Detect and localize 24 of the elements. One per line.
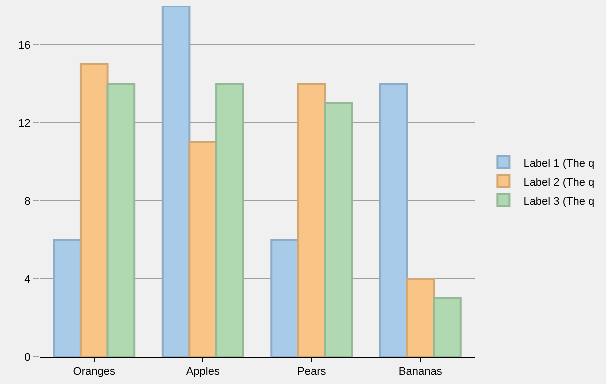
y-tick-label: 12 [18, 118, 31, 130]
x-tick-label: Pears [298, 366, 327, 378]
x-tick-label: Oranges [73, 366, 116, 378]
bar [406, 278, 436, 357]
y-tick-label: 16 [18, 40, 31, 52]
legend-label: Label 3 (The q [524, 196, 595, 208]
legend-label: Label 2 (The q [524, 176, 595, 189]
bar [53, 239, 82, 357]
bar [106, 83, 136, 357]
legend-label: Label 1 (The q [524, 158, 595, 170]
bar [324, 102, 354, 357]
bar [379, 83, 408, 357]
y-tick-label: 4 [24, 274, 31, 286]
bar [188, 142, 218, 357]
y-tick-label: 8 [24, 196, 31, 208]
bar [216, 83, 244, 357]
bar [297, 83, 326, 357]
bar [270, 239, 300, 357]
x-tick-label: Apples [186, 366, 220, 378]
x-tick-label: Bananas [398, 366, 443, 378]
bar [162, 6, 191, 357]
bar [433, 298, 462, 357]
bar [80, 64, 109, 357]
y-tick-label: 0 [24, 352, 31, 364]
